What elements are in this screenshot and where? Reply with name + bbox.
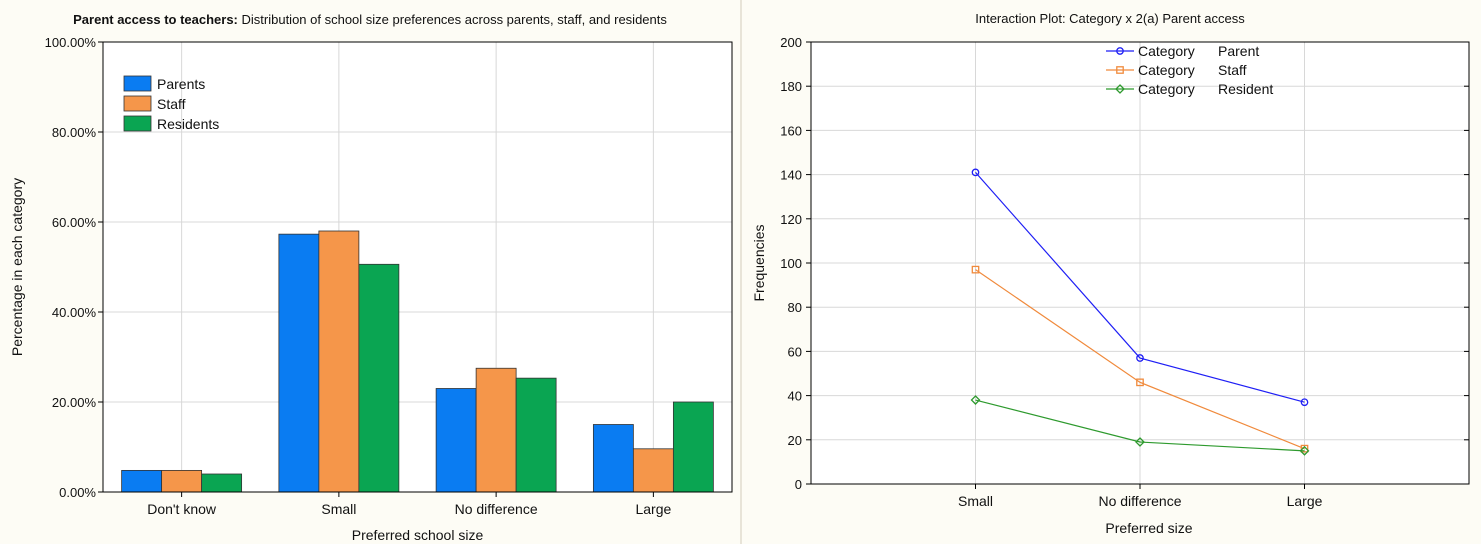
point-parent [1136, 354, 1144, 362]
plot-frame [810, 41, 1470, 485]
point-resident [970, 395, 981, 405]
bar-residents [201, 473, 243, 493]
x-tick-label: Small [958, 493, 993, 509]
legend-label-parent: Parent [1218, 43, 1259, 59]
y-tick-label: 20.00% [52, 395, 97, 410]
bar-parents [435, 388, 477, 493]
bar-parents [121, 469, 163, 493]
legend-marker-staff [1116, 66, 1124, 74]
chart-title: Interaction Plot: Category x 2(a) Parent… [975, 11, 1245, 26]
x-axis-label: Preferred size [1105, 520, 1192, 536]
series-line-parent [975, 171, 1305, 403]
x-tick-label: Large [1287, 493, 1323, 509]
x-tick-label: No difference [1098, 493, 1181, 509]
chart-title-bold: Parent access to teachers: [73, 12, 238, 27]
y-tick-label: 140 [780, 168, 802, 183]
series-line-staff [975, 269, 1305, 450]
y-tick-label: 120 [780, 212, 802, 227]
y-tick-label: 40 [788, 389, 802, 404]
y-axis-label: Percentage in each category [9, 178, 25, 356]
point-parent [971, 168, 980, 177]
y-tick-label: 60.00% [52, 215, 97, 230]
y-tick-label: 80 [788, 300, 802, 315]
bar-parents [592, 424, 634, 493]
bar-residents [515, 377, 557, 493]
plot-area [103, 42, 732, 492]
bar-chart: Parent access to teachers: Distribution … [9, 12, 733, 543]
x-tick-label: Large [635, 501, 671, 517]
point-staff [971, 265, 980, 274]
bar-residents [672, 401, 714, 493]
y-tick-label: 160 [780, 123, 802, 138]
legend-label-resident: Resident [1218, 81, 1273, 97]
point-parent [1300, 398, 1309, 407]
bar-staff [475, 367, 517, 493]
y-tick-label: 80.00% [52, 125, 97, 140]
point-staff [1300, 444, 1309, 453]
panel-divider [740, 0, 742, 544]
legend-swatch-parents [123, 75, 152, 92]
y-tick-label: 180 [780, 79, 802, 94]
y-tick-label: 0.00% [59, 485, 96, 500]
x-axis-label: Preferred school size [352, 527, 484, 543]
y-axis-label: Frequencies [751, 224, 767, 301]
x-tick-label: Don't know [147, 501, 217, 517]
bar-residents [358, 263, 400, 493]
series-line-resident [975, 399, 1305, 452]
y-tick-label: 200 [780, 35, 802, 50]
left-chart-panel: Parent access to teachers: Distribution … [0, 0, 740, 544]
legend-swatch-staff [123, 95, 152, 112]
interaction-line-chart: Interaction Plot: Category x 2(a) Parent… [751, 11, 1470, 536]
bar-staff [318, 230, 360, 493]
legend-label-staff: Staff [1218, 62, 1247, 78]
x-tick-label: No difference [455, 501, 538, 517]
legend-category-label: Category [1138, 62, 1195, 78]
right-chart-panel: Interaction Plot: Category x 2(a) Parent… [742, 0, 1481, 544]
legend-label-residents: Residents [157, 116, 219, 132]
legend-category-label: Category [1138, 81, 1195, 97]
legend-swatch-residents [123, 115, 152, 132]
legend-label-staff: Staff [157, 96, 186, 112]
legend-marker-resident [1115, 84, 1125, 94]
point-staff [1136, 378, 1144, 387]
legend-marker-parent [1116, 47, 1124, 55]
chart-title-rest: Distribution of school size preferences … [238, 12, 667, 27]
point-resident [1135, 437, 1145, 447]
chart-title: Parent access to teachers: Distribution … [73, 12, 667, 27]
legend-label-parents: Parents [157, 76, 205, 92]
bar-staff [161, 469, 203, 493]
y-tick-label: 60 [788, 344, 802, 359]
y-tick-label: 40.00% [52, 305, 97, 320]
y-tick-label: 0 [795, 477, 802, 492]
y-tick-label: 100 [780, 256, 802, 271]
y-tick-label: 20 [788, 433, 802, 448]
point-resident [1299, 445, 1310, 456]
legend-category-label: Category [1138, 43, 1195, 59]
x-tick-label: Small [321, 501, 356, 517]
bar-parents [278, 233, 320, 493]
y-tick-label: 100.00% [45, 35, 97, 50]
bar-staff [632, 448, 674, 493]
plot-frame [102, 41, 733, 493]
